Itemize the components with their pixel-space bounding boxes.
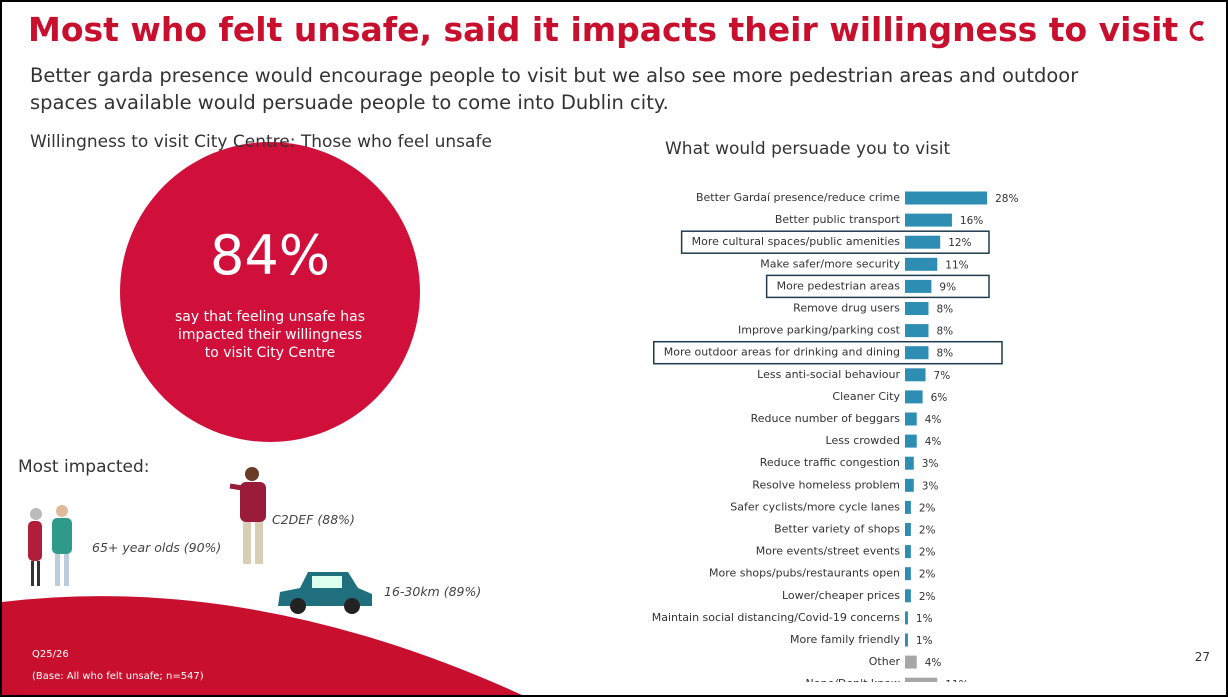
- value-label: 2%: [919, 502, 936, 514]
- value-label: 2%: [919, 525, 936, 537]
- highlight-box: [765, 274, 990, 299]
- impacted-heading: Most impacted:: [18, 457, 150, 477]
- bar: [905, 235, 941, 249]
- bar: [905, 633, 908, 647]
- value-label: 28%: [995, 193, 1018, 205]
- category-label: Better Gardaí presence/reduce crime: [696, 191, 900, 204]
- bar: [905, 390, 923, 404]
- big-circle: [120, 142, 420, 442]
- category-label: Other: [869, 655, 901, 668]
- category-label: Less anti-social behaviour: [757, 368, 900, 381]
- value-label: 4%: [925, 436, 942, 448]
- page-number: 27: [1194, 650, 1210, 664]
- category-label: Better public transport: [775, 213, 901, 226]
- value-label: 3%: [922, 480, 939, 492]
- category-label: More family friendly: [790, 633, 900, 646]
- bar: [905, 655, 917, 669]
- subtitle: Better garda presence would encourage pe…: [30, 64, 1079, 114]
- bar: [905, 213, 952, 227]
- value-label: 9%: [939, 281, 956, 293]
- bar: [905, 434, 917, 448]
- value-label: 8%: [936, 348, 953, 360]
- impacted-item: C2DEF (88%): [272, 512, 355, 527]
- category-label: Remove drug users: [793, 302, 900, 315]
- bar: [905, 478, 914, 492]
- value-label: 8%: [936, 326, 953, 338]
- value-label: 2%: [919, 591, 936, 603]
- value-label: 4%: [925, 657, 942, 669]
- value-label: 1%: [916, 613, 933, 625]
- bar: [905, 589, 911, 603]
- value-label: 7%: [934, 370, 951, 382]
- category-label: More cultural spaces/public amenities: [692, 235, 901, 248]
- value-label: 3%: [922, 458, 939, 470]
- category-label: Lower/cheaper prices: [782, 589, 900, 602]
- title: Most who felt unsafe, said it impacts th…: [28, 10, 1179, 49]
- wave: [2, 596, 522, 695]
- illustration-seniors: [28, 505, 72, 586]
- illustration-person: [229, 467, 266, 564]
- illustration-car: [278, 572, 372, 614]
- left-heading: Willingness to visit City Centre: Those …: [30, 132, 492, 152]
- bar: [905, 324, 929, 338]
- category-label: More events/street events: [756, 545, 901, 558]
- category-label: Make safer/more security: [760, 257, 900, 270]
- category-label: Resolve homeless problem: [752, 478, 900, 491]
- category-label: More shops/pubs/restaurants open: [709, 567, 900, 580]
- value-label: 2%: [919, 547, 936, 559]
- bar: [905, 368, 926, 382]
- bar: [905, 412, 917, 426]
- category-label: Maintain social distancing/Covid-19 conc…: [652, 611, 901, 624]
- chart: What would persuade you to visit Better …: [652, 139, 1018, 682]
- bar: [905, 456, 914, 470]
- value-label: 1%: [916, 635, 933, 647]
- value-label: 8%: [936, 304, 953, 316]
- bar: [905, 677, 938, 682]
- value-label: 2%: [919, 569, 936, 581]
- bar: [905, 545, 911, 559]
- bar: [905, 257, 938, 271]
- big-number: 84%: [209, 224, 331, 287]
- category-label: Improve parking/parking cost: [738, 324, 901, 337]
- category-label: Less crowded: [826, 434, 900, 447]
- category-label: Better variety of shops: [774, 523, 900, 536]
- category-label: Cleaner City: [832, 390, 900, 403]
- category-label: More outdoor areas for drinking and dini…: [664, 346, 900, 359]
- category-label: More pedestrian areas: [777, 279, 901, 292]
- category-label: Reduce number of beggars: [751, 412, 901, 425]
- bar: [905, 346, 929, 360]
- value-label: 4%: [925, 414, 942, 426]
- big-text: say that feeling unsafe has impacted the…: [175, 309, 365, 361]
- chart-title: What would persuade you to visit: [665, 139, 950, 159]
- bar: [905, 611, 908, 625]
- category-label: None/Don't know: [806, 677, 900, 682]
- highlight-box: [653, 340, 1003, 365]
- bar: [905, 279, 932, 293]
- logo: [1189, 20, 1204, 42]
- bar: [905, 500, 911, 514]
- value-label: 16%: [960, 215, 983, 227]
- question: Q25/26: [32, 649, 69, 660]
- impacted-item: 16-30km (89%): [384, 584, 482, 599]
- bar: [905, 523, 911, 536]
- bar: [905, 191, 988, 205]
- highlight-box: [680, 230, 990, 254]
- base: (Base: All who felt unsafe; n=547): [32, 671, 204, 682]
- value-label: 6%: [931, 392, 948, 404]
- category-label: Safer cyclists/more cycle lanes: [730, 500, 900, 513]
- category-label: Reduce traffic congestion: [760, 456, 900, 469]
- impacted-item: 65+ year olds (90%): [92, 540, 222, 555]
- value-label: 11%: [945, 679, 968, 682]
- value-label: 11%: [945, 259, 968, 271]
- bar: [905, 567, 911, 581]
- footer: Q25/26 (Base: All who felt unsafe; n=547…: [32, 644, 204, 688]
- bar: [905, 302, 929, 315]
- value-label: 12%: [948, 237, 971, 249]
